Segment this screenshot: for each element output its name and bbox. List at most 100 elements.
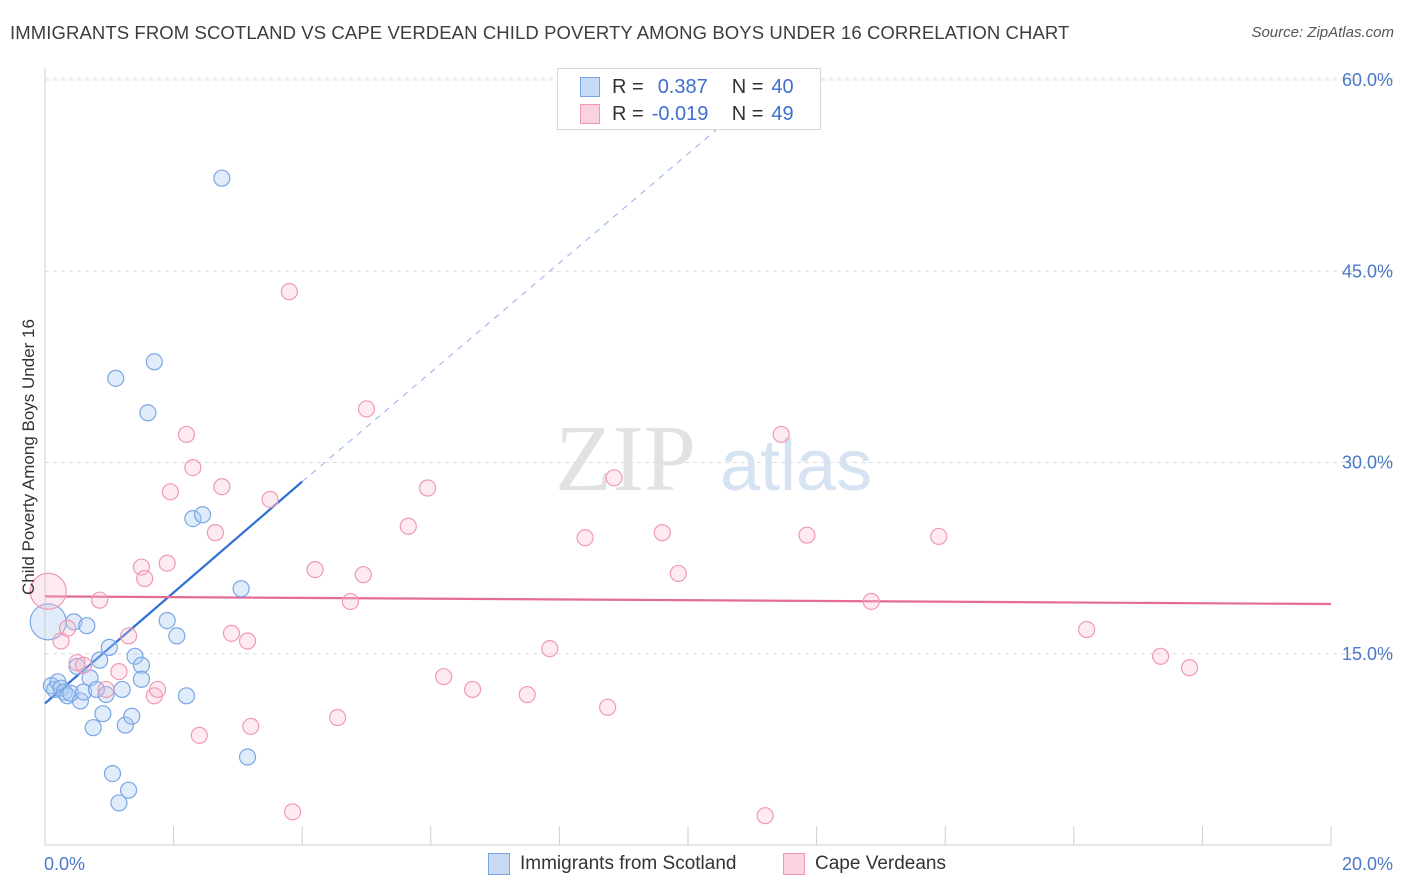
cape-verdean-point [29,572,67,610]
cape-verdean-point [463,680,482,699]
cape-verdean-point [418,479,437,497]
scotland-point [91,651,109,669]
legend-r-label: R = [612,75,644,98]
scotland-point [123,707,141,725]
scotland-point [132,670,151,688]
cape-verdean-point [541,640,559,658]
cape-verdean-point [653,524,671,542]
legend-n-label: N = [731,102,764,125]
cape-verdean-point [1152,647,1170,665]
cape-verdean-point [206,524,224,542]
cape-verdean-point [599,698,617,716]
scotland-point [110,794,128,812]
cape-verdean-point [213,478,231,496]
scotland-point [100,638,118,656]
cape-verdean-point [119,627,138,645]
cape-verdean-point [669,564,687,583]
scotland-point [213,169,231,187]
scotland-point [132,656,151,674]
legend-n-value: 49 [771,102,794,125]
cape-verdean-point [1078,620,1096,639]
legend-row-cape-verdeans: R = -0.019 N = 49 [580,101,794,127]
scotland-point [116,716,134,734]
legend-row-scotland: R = 0.387 N = 40 [580,74,794,100]
x-tick-label: 20.0% [1342,854,1393,874]
bottom-legend-label: Immigrants from Scotland [520,853,737,874]
scotland-point [184,509,202,528]
watermark-zip: ZIP [555,407,696,511]
scotland-point [145,353,163,371]
cape-verdean-point [518,685,536,704]
cape-verdean-point [280,283,298,301]
scotland-point [74,683,93,701]
scotland-point [238,748,257,766]
legend-r-value: -0.019 [651,102,709,125]
cape-verdean-point [862,592,880,611]
cape-verdean-point [605,469,623,487]
watermark: ZIP atlas [555,407,872,511]
scotland-point [84,719,102,737]
scotland-point [139,404,157,422]
cape-verdean-point [110,662,128,681]
trend-lines [44,98,1332,705]
cape-verdean-point [222,624,241,642]
scotland-point [71,692,89,710]
watermark-atlas: atlas [720,426,872,506]
cape-verdean-point [930,527,948,546]
scotland-point [58,687,77,705]
cape-verdean-point [161,483,179,501]
legend-n-label: N = [731,75,764,98]
cape-verdean-point [772,425,790,444]
legend-r-label: R = [612,102,644,125]
y-axis-label: Child Poverty Among Boys Under 16 [19,319,38,595]
cape-verdean-point [357,400,376,418]
scotland-point [97,685,115,704]
scotland-point [94,705,112,723]
legend-n-value: 40 [771,75,794,98]
scotland-point [232,580,250,598]
cape-verdean-point [184,459,202,477]
scotland-point [119,781,138,799]
legend-swatch-pink [580,104,600,124]
chart-title: IMMIGRANTS FROM SCOTLAND VS CAPE VERDEAN… [10,22,1070,43]
cape-verdean-point [91,591,109,609]
scotland-point [103,764,122,783]
cape-verdean-point [190,726,208,744]
cape-verdean-point [58,619,77,637]
cape-verdean-point [261,490,279,509]
legend-r-value: 0.387 [657,75,708,98]
cape-verdean-point [798,526,816,544]
y-tick-label: 15.0% [1342,644,1393,664]
cape-verdean-point [283,803,302,821]
scotland-point [168,627,186,645]
cape-verdean-point [341,592,360,611]
bottom-legend-swatch-pink [783,853,805,875]
bottom-legend-scotland: Immigrants from Scotland [488,852,736,876]
bottom-legend-cape-verdeans: Cape Verdeans [783,852,946,876]
axis-labels: 15.0% 30.0% 45.0% 60.0% 0.0% 20.0% Child Pover… [19,70,1393,874]
bottom-legend-swatch-blue [488,853,510,875]
cape-verdean-point [306,560,324,579]
cape-verdean-point [177,425,196,444]
cape-verdean-point [136,569,154,588]
y-tick-label: 45.0% [1342,261,1393,281]
legend-swatch-blue [580,77,600,97]
bottom-legend-label: Cape Verdeans [815,853,946,874]
y-tick-label: 60.0% [1342,70,1393,90]
source-credit: Source: ZipAtlas.com [1251,24,1394,41]
cape-verdean-trend-line [44,595,1332,606]
scotland-trend-line [44,480,303,705]
scotland-point [177,687,196,705]
scotland-point [78,617,96,635]
cape-verdean-point [74,656,93,674]
cape-verdean-point [399,517,417,535]
cape-verdean-point [1180,659,1199,677]
scotland-point [107,369,125,387]
scotland-point [87,680,106,699]
cape-verdean-point [328,708,347,727]
scotland-point [193,506,212,524]
scotland-point [65,613,83,631]
cape-verdean-point [158,554,176,572]
scotland-point [68,657,86,676]
